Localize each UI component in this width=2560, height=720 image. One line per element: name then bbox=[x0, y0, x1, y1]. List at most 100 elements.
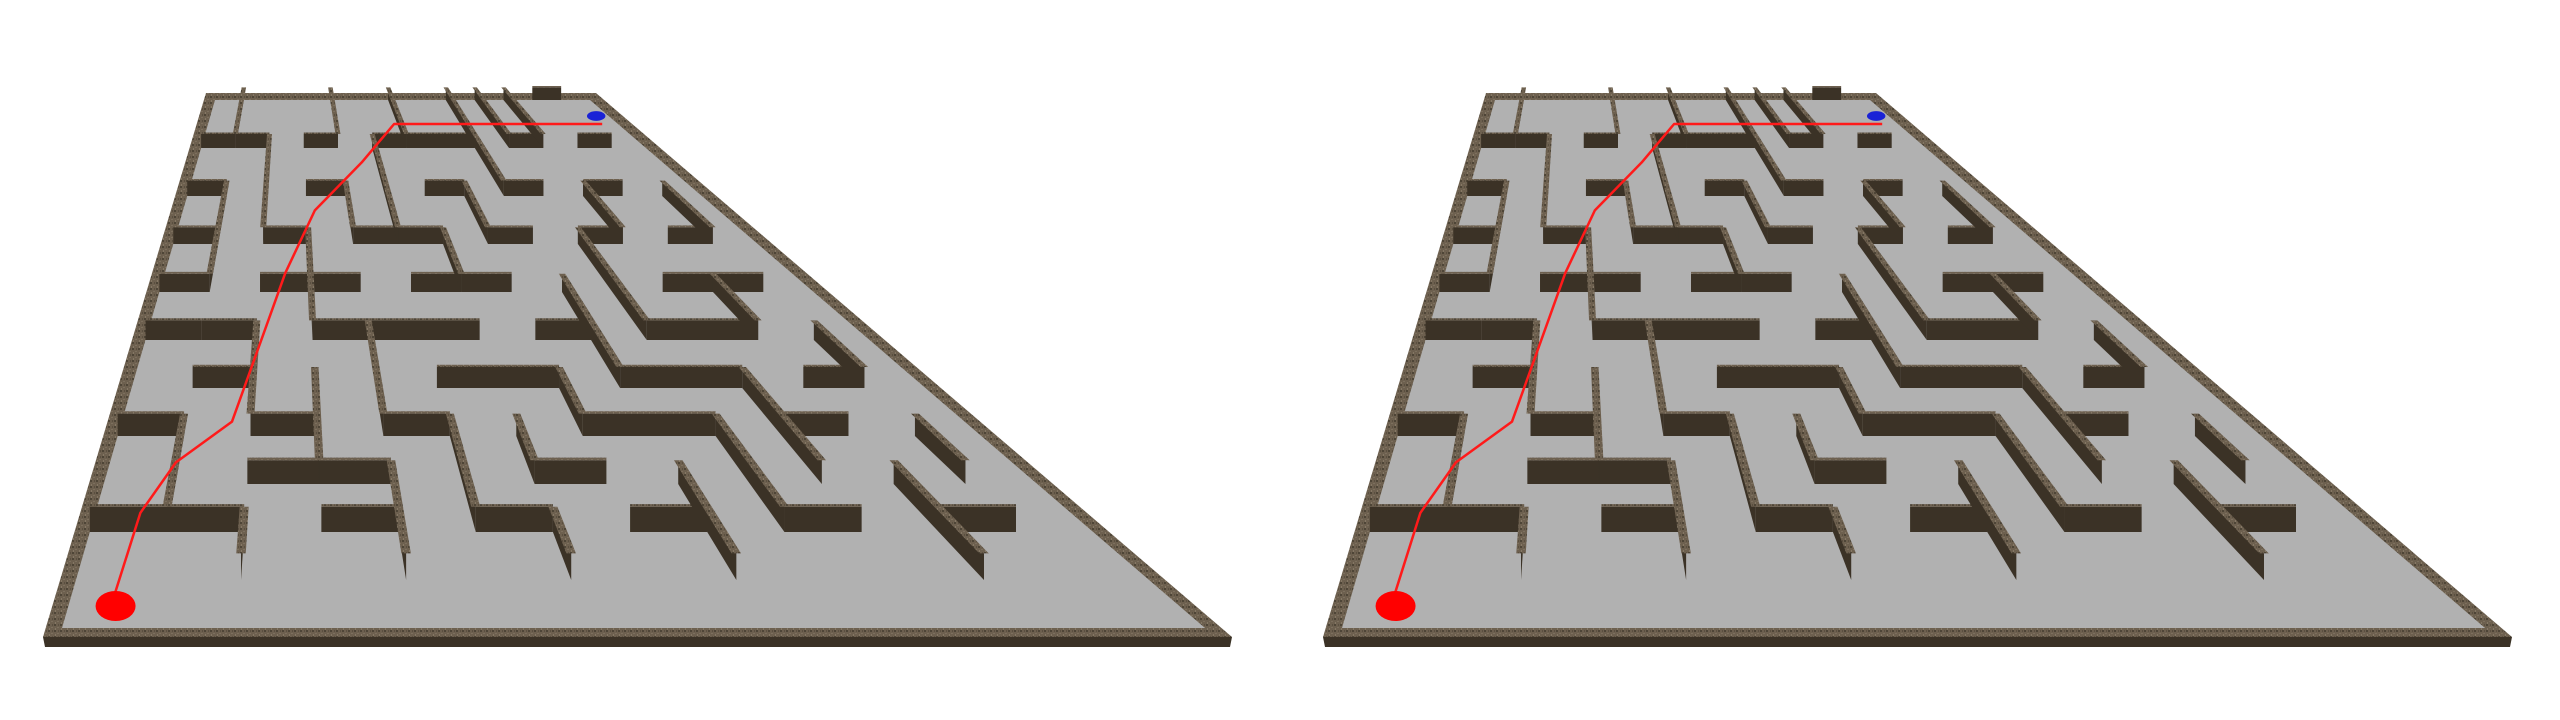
maze-wall bbox=[461, 180, 491, 244]
maze-wall bbox=[1900, 364, 2023, 388]
maze-wall bbox=[534, 457, 607, 484]
maze-wall bbox=[1665, 87, 1689, 148]
maze-wall bbox=[711, 413, 789, 532]
maze-wall bbox=[1585, 227, 1597, 340]
maze-wall bbox=[305, 227, 317, 340]
maze-wall bbox=[2169, 460, 2269, 580]
maze-wall bbox=[167, 504, 245, 532]
maze-board-left bbox=[43, 86, 1232, 647]
maze-wall bbox=[117, 411, 185, 436]
maze-wall bbox=[487, 225, 533, 244]
maze-wall bbox=[162, 413, 189, 532]
maze-wall bbox=[1439, 271, 1490, 292]
maze-wall bbox=[1989, 273, 2042, 340]
maze-wall bbox=[1526, 320, 1541, 436]
maze-wall bbox=[582, 411, 716, 436]
maze-walls bbox=[1369, 86, 2296, 580]
maze-wall bbox=[236, 506, 249, 580]
maze-wall bbox=[580, 180, 626, 244]
maze-wall bbox=[1652, 132, 1687, 148]
maze-wall bbox=[461, 271, 512, 292]
maze-wall bbox=[1835, 367, 1867, 436]
maze-wall bbox=[738, 367, 827, 484]
maze-wall bbox=[342, 180, 357, 244]
maze-wall bbox=[548, 506, 576, 580]
maze-wall bbox=[472, 87, 512, 148]
maze-wall bbox=[250, 411, 317, 436]
maze-wall bbox=[784, 504, 862, 532]
start-marker bbox=[1375, 591, 1416, 621]
maze-wall bbox=[2064, 504, 2142, 532]
maze-walls bbox=[89, 86, 1016, 580]
maze-wall bbox=[201, 132, 236, 148]
maze-wall bbox=[173, 225, 219, 244]
maze-floor bbox=[62, 100, 1205, 628]
maze-wall bbox=[1397, 411, 1465, 436]
maze-wall bbox=[1854, 227, 1931, 340]
maze-view-right bbox=[1280, 0, 2560, 720]
maze-wall bbox=[673, 460, 742, 580]
maze-wall bbox=[574, 227, 651, 340]
maze-wall bbox=[1720, 227, 1745, 292]
maze-wall bbox=[206, 180, 230, 292]
maze-wall bbox=[303, 132, 338, 148]
maze-wall bbox=[1543, 225, 1589, 244]
maze-wall bbox=[1472, 364, 1534, 388]
maze-wall bbox=[1953, 460, 2022, 580]
maze-wall bbox=[1369, 504, 1447, 532]
maze-wall bbox=[201, 318, 257, 340]
maze-wall bbox=[1447, 504, 1525, 532]
maze-wall bbox=[1663, 411, 1730, 436]
maze-wall bbox=[2190, 413, 2250, 484]
maze-wall bbox=[1442, 413, 1469, 532]
maze-wall bbox=[620, 364, 743, 388]
maze-wall bbox=[1633, 225, 1724, 244]
maze-wall bbox=[1814, 457, 1887, 484]
maze-wall bbox=[1592, 318, 1760, 340]
maze-wall bbox=[89, 504, 167, 532]
maze-wall bbox=[810, 320, 869, 388]
maze-wall bbox=[364, 320, 388, 436]
maze-wall bbox=[709, 273, 762, 340]
maze-wall bbox=[659, 180, 716, 244]
goal-marker bbox=[1866, 111, 1886, 121]
maze-wall bbox=[1516, 506, 1529, 580]
maze-wall bbox=[406, 132, 475, 148]
maze-wall bbox=[535, 318, 592, 340]
maze-wall bbox=[1662, 180, 1682, 244]
maze-wall bbox=[555, 367, 587, 436]
maze-wall bbox=[1991, 413, 2069, 532]
maze-wall bbox=[577, 132, 612, 148]
maze-wall bbox=[1530, 411, 1597, 436]
maze-wall bbox=[2090, 320, 2149, 388]
maze-wall bbox=[1783, 178, 1824, 196]
maze-wall bbox=[1591, 367, 1604, 484]
maze-wall bbox=[1939, 180, 1996, 244]
maze-wall bbox=[475, 504, 553, 532]
maze-wall bbox=[1481, 318, 1537, 340]
maze-wall bbox=[192, 364, 254, 388]
maze-wall bbox=[1527, 457, 1671, 484]
maze-wall bbox=[1741, 180, 1771, 244]
maze-wall bbox=[1857, 132, 1892, 148]
maze-wall bbox=[424, 178, 465, 196]
maze-wall bbox=[1725, 413, 1761, 532]
maze-wall bbox=[1644, 320, 1668, 436]
maze-wall bbox=[1767, 225, 1813, 244]
maze-wall bbox=[1926, 318, 2039, 340]
maze-wall bbox=[1741, 271, 1792, 292]
start-marker bbox=[95, 591, 136, 621]
maze-wall bbox=[1686, 132, 1755, 148]
maze-wall bbox=[501, 87, 546, 148]
solution-path bbox=[1390, 122, 1883, 605]
maze-wall bbox=[1838, 273, 1904, 388]
maze-wall bbox=[1608, 87, 1621, 148]
maze-wall bbox=[532, 86, 562, 100]
maze-wall bbox=[246, 320, 261, 436]
maze-wall bbox=[372, 132, 407, 148]
solution-path bbox=[110, 122, 603, 605]
maze-wall bbox=[385, 87, 409, 148]
maze-wall bbox=[1752, 87, 1792, 148]
goal-marker bbox=[586, 111, 606, 121]
maze-wall bbox=[443, 87, 507, 196]
